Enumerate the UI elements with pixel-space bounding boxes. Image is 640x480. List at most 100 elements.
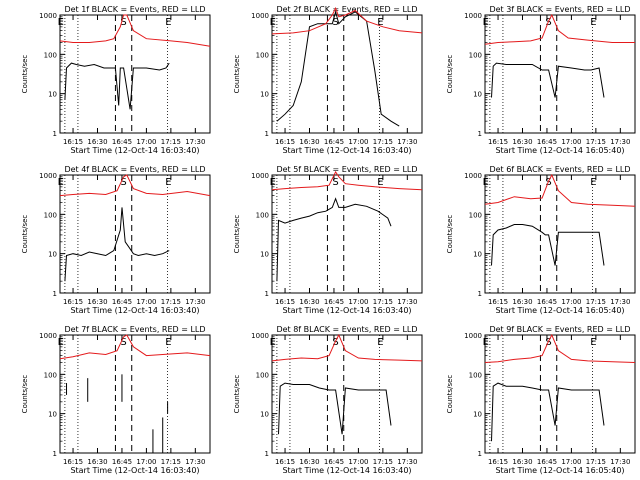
x-tick-label: 16:45 — [112, 138, 132, 146]
x-axis-label: Start Time (12-Oct-14 16:03:40) — [70, 306, 199, 315]
plot-frame — [59, 14, 211, 134]
lld-series-line — [484, 333, 636, 363]
plot-frame — [271, 334, 423, 454]
y-tick-label: 10 — [473, 251, 482, 259]
panel-title: Det 4f BLACK = Events, RED = LLD — [64, 165, 205, 174]
interval-marker-label: E — [483, 337, 489, 348]
x-tick-label: 16:15 — [63, 138, 83, 146]
y-tick-label: 100 — [469, 371, 482, 379]
x-tick-label: 16:30 — [299, 138, 319, 146]
interval-marker-label: E — [270, 17, 276, 28]
y-tick-label: 1000 — [464, 172, 482, 180]
y-axis-label: Counts/sec — [233, 215, 241, 254]
x-tick-label: 16:30 — [512, 298, 532, 306]
y-tick-label: 1 — [478, 130, 482, 138]
lld-series-line — [59, 174, 211, 197]
interval-marker-label: E — [270, 177, 276, 188]
y-tick-label: 1 — [53, 130, 57, 138]
detector-panel: Det 7f BLACK = Events, RED = LLD Counts/s… — [21, 325, 211, 475]
x-tick-label: 16:30 — [512, 138, 532, 146]
x-axis-label: Start Time (12-Oct-14 16:03:40) — [282, 306, 411, 315]
events-series-line — [276, 197, 392, 282]
x-tick-label: 17:00 — [561, 138, 581, 146]
x-tick-label: 17:00 — [348, 138, 368, 146]
x-axis-label: Start Time (12-Oct-14 16:05:40) — [495, 466, 624, 475]
interval-marker-label: S — [332, 17, 338, 28]
x-tick-label: 17:00 — [136, 458, 156, 466]
y-tick-label: 1 — [53, 290, 57, 298]
interval-marker-label: E — [483, 177, 489, 188]
x-tick-label: 17:15 — [161, 298, 181, 306]
x-tick-label: 16:45 — [112, 298, 132, 306]
detector-panel: Det 2f BLACK = Events, RED = LLD Counts/s… — [233, 5, 423, 155]
panel-title: Det 1f BLACK = Events, RED = LLD — [64, 5, 205, 14]
x-tick-label: 16:45 — [324, 458, 344, 466]
x-tick-label: 16:15 — [275, 298, 295, 306]
interval-marker-label: S — [120, 337, 126, 348]
detector-panel: Det 5f BLACK = Events, RED = LLD Counts/s… — [233, 165, 423, 315]
x-tick-label: 17:30 — [397, 458, 417, 466]
plot-frame — [484, 14, 636, 134]
interval-marker-label: E — [58, 337, 64, 348]
interval-marker-label: S — [332, 337, 338, 348]
y-tick-label: 100 — [44, 51, 57, 59]
y-tick-label: 100 — [256, 371, 269, 379]
y-tick-label: 1 — [265, 130, 269, 138]
x-tick-label: 16:45 — [324, 298, 344, 306]
detector-panel: Det 8f BLACK = Events, RED = LLD Counts/s… — [233, 325, 423, 475]
detector-panel: Det 9f BLACK = Events, RED = LLD Counts/s… — [446, 325, 636, 475]
panel-title: Det 2f BLACK = Events, RED = LLD — [276, 5, 417, 14]
lld-series-line — [484, 13, 635, 45]
events-series-line — [491, 224, 605, 266]
x-tick-label: 17:30 — [610, 298, 630, 306]
y-axis-label: Counts/sec — [233, 55, 241, 94]
y-tick-label: 100 — [469, 211, 482, 219]
interval-marker-label: S — [545, 337, 551, 348]
plot-frame — [271, 14, 423, 134]
x-tick-label: 17:30 — [185, 298, 205, 306]
x-axis-label: Start Time (12-Oct-14 16:03:40) — [282, 466, 411, 475]
x-axis-label: Start Time (12-Oct-14 16:03:40) — [70, 466, 199, 475]
events-series-line — [491, 62, 605, 98]
lld-series-line — [59, 334, 211, 360]
y-tick-label: 1 — [265, 450, 269, 458]
detector-panel: Det 3f BLACK = Events, RED = LLD Counts/s… — [446, 5, 636, 155]
x-tick-label: 17:30 — [397, 298, 417, 306]
y-tick-label: 100 — [44, 371, 57, 379]
panel-title: Det 7f BLACK = Events, RED = LLD — [64, 325, 205, 334]
interval-marker-label: E — [270, 337, 276, 348]
y-tick-label: 1000 — [39, 172, 57, 180]
x-tick-label: 16:30 — [87, 298, 107, 306]
x-tick-label: 17:30 — [185, 138, 205, 146]
y-tick-label: 10 — [473, 91, 482, 99]
y-tick-label: 1000 — [39, 332, 57, 340]
detector-panel: Det 6f BLACK = Events, RED = LLD Counts/s… — [446, 165, 636, 315]
x-tick-label: 16:45 — [537, 298, 557, 306]
interval-marker-label: E — [590, 17, 596, 28]
y-tick-label: 10 — [48, 91, 57, 99]
x-tick-label: 16:15 — [488, 138, 508, 146]
x-tick-label: 17:00 — [136, 138, 156, 146]
interval-marker-label: E — [590, 177, 596, 188]
plot-frame — [484, 334, 636, 454]
x-axis-label: Start Time (12-Oct-14 16:03:40) — [282, 146, 411, 155]
plot-frame — [484, 174, 636, 294]
plot-frame — [59, 174, 211, 294]
interval-marker-label: E — [58, 177, 64, 188]
y-axis-label: Counts/sec — [21, 215, 29, 254]
x-tick-label: 16:30 — [299, 458, 319, 466]
panel-title: Det 9f BLACK = Events, RED = LLD — [489, 325, 630, 334]
y-tick-label: 1000 — [251, 172, 269, 180]
y-tick-label: 100 — [469, 51, 482, 59]
interval-marker-label: E — [377, 17, 383, 28]
detector-panel: Det 4f BLACK = Events, RED = LLD Counts/s… — [21, 165, 211, 315]
x-tick-label: 17:30 — [185, 458, 205, 466]
x-tick-label: 16:45 — [537, 138, 557, 146]
events-series-line — [64, 62, 170, 110]
x-tick-label: 17:15 — [586, 298, 606, 306]
y-axis-label: Counts/sec — [21, 375, 29, 414]
panel-title: Det 8f BLACK = Events, RED = LLD — [276, 325, 417, 334]
y-tick-label: 100 — [44, 211, 57, 219]
y-tick-label: 1 — [478, 450, 482, 458]
interval-marker-label: E — [165, 17, 171, 28]
